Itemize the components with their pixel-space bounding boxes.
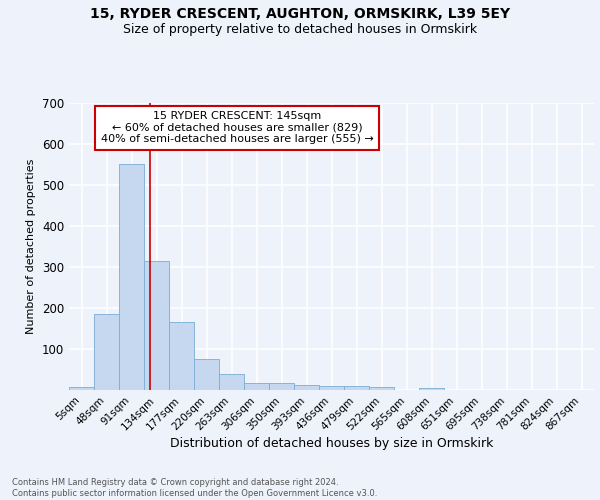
Bar (344, 386, 369, 390)
Bar (69, 386, 94, 390)
Bar (169, 322, 194, 390)
Y-axis label: Number of detached properties: Number of detached properties (26, 158, 37, 334)
Bar (219, 374, 244, 390)
Bar (144, 260, 169, 390)
Bar (369, 386, 394, 390)
Text: 15, RYDER CRESCENT, AUGHTON, ORMSKIRK, L39 5EY: 15, RYDER CRESCENT, AUGHTON, ORMSKIRK, L… (90, 8, 510, 22)
Bar (419, 388, 444, 390)
Bar (294, 385, 319, 390)
Text: Size of property relative to detached houses in Ormskirk: Size of property relative to detached ho… (123, 22, 477, 36)
Bar (319, 386, 344, 390)
Text: 15 RYDER CRESCENT: 145sqm
← 60% of detached houses are smaller (829)
40% of semi: 15 RYDER CRESCENT: 145sqm ← 60% of detac… (101, 111, 373, 144)
Bar (94, 314, 119, 390)
Bar (194, 359, 219, 390)
Bar (244, 382, 269, 390)
Text: Contains HM Land Registry data © Crown copyright and database right 2024.
Contai: Contains HM Land Registry data © Crown c… (12, 478, 377, 498)
Bar (269, 382, 294, 390)
Bar (119, 164, 144, 390)
X-axis label: Distribution of detached houses by size in Ormskirk: Distribution of detached houses by size … (170, 438, 493, 450)
